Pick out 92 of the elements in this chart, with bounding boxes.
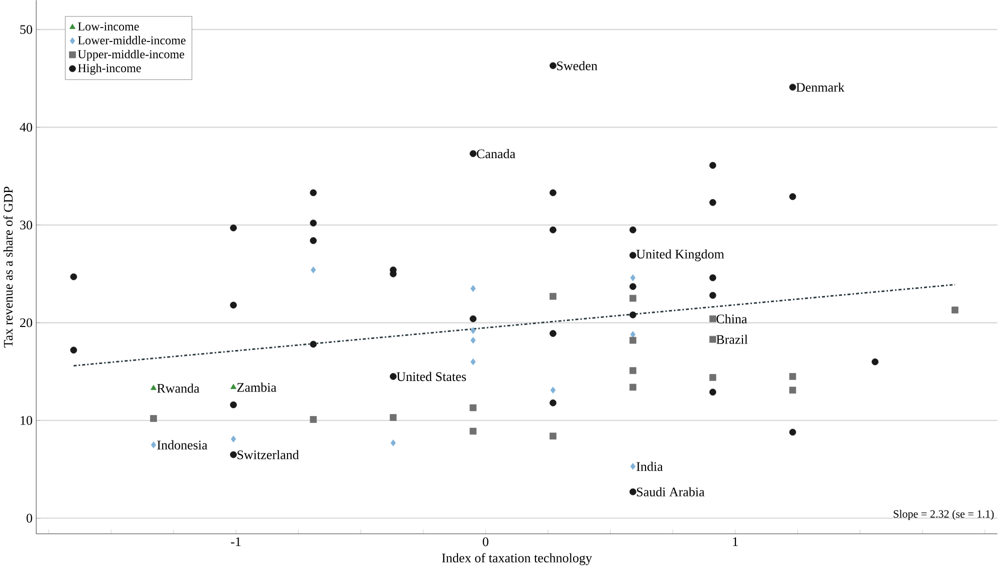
annotation: India bbox=[636, 462, 663, 471]
point bbox=[629, 252, 636, 258]
point bbox=[390, 414, 397, 421]
point bbox=[789, 386, 796, 394]
annotation: Rwanda bbox=[157, 383, 200, 393]
y-tick-label: 20 bbox=[20, 318, 32, 327]
point bbox=[629, 366, 636, 374]
y-tick-label: 40 bbox=[20, 122, 32, 132]
annotation: Slope = 2.32 (se = 1.1) bbox=[894, 510, 994, 520]
annotation: Zambia bbox=[237, 382, 276, 392]
point bbox=[310, 266, 316, 274]
point bbox=[70, 346, 78, 354]
point bbox=[230, 435, 236, 442]
point bbox=[550, 292, 556, 300]
point bbox=[230, 224, 237, 232]
point bbox=[789, 193, 796, 200]
point bbox=[709, 292, 716, 299]
annotation: Sweden bbox=[557, 60, 598, 70]
point bbox=[310, 219, 317, 226]
point bbox=[789, 428, 796, 436]
point bbox=[709, 336, 716, 343]
annotation: Denmark bbox=[796, 82, 844, 92]
legend-label: Lower-middle-income bbox=[78, 36, 186, 44]
point bbox=[789, 84, 796, 90]
annotation: United Kingdom bbox=[636, 249, 724, 262]
point bbox=[470, 326, 476, 334]
point bbox=[310, 416, 317, 423]
point bbox=[150, 414, 157, 422]
legend-label: Upper-middle-income bbox=[78, 50, 184, 61]
point bbox=[310, 340, 317, 348]
y-tick-label: 10 bbox=[20, 416, 32, 425]
point bbox=[629, 336, 636, 344]
point bbox=[872, 358, 878, 366]
x-tick-label: -1 bbox=[230, 537, 241, 546]
annotation: Switzerland bbox=[238, 450, 299, 460]
point bbox=[709, 162, 716, 169]
y-tick-label: 50 bbox=[20, 24, 32, 34]
point bbox=[709, 198, 716, 206]
point bbox=[470, 315, 477, 322]
y-tick-label: 30 bbox=[20, 220, 32, 230]
point bbox=[709, 374, 716, 381]
point bbox=[470, 284, 476, 292]
point bbox=[550, 330, 556, 337]
point bbox=[550, 189, 556, 196]
point bbox=[952, 306, 958, 314]
legend-label: Low-income bbox=[78, 22, 139, 30]
legend-label: High-income bbox=[78, 64, 141, 74]
point bbox=[709, 315, 716, 322]
annotation: Indonesia bbox=[157, 440, 208, 450]
point bbox=[630, 462, 636, 470]
point bbox=[550, 62, 556, 69]
point bbox=[630, 274, 636, 281]
annotation: China bbox=[716, 314, 748, 324]
x-tick-label: 1 bbox=[733, 537, 738, 546]
y-tick-label: 0 bbox=[26, 514, 32, 522]
point bbox=[390, 372, 397, 380]
y-axis-title: Tax revenue as a share of GDP bbox=[3, 186, 13, 348]
annotation: Brazil bbox=[716, 334, 748, 344]
point bbox=[230, 401, 237, 408]
point bbox=[709, 274, 716, 281]
point bbox=[470, 358, 476, 366]
point bbox=[470, 150, 477, 157]
point bbox=[629, 226, 636, 234]
point bbox=[550, 226, 556, 234]
point bbox=[230, 384, 236, 389]
point bbox=[629, 294, 636, 302]
point bbox=[310, 189, 317, 196]
point bbox=[390, 439, 396, 446]
point bbox=[230, 451, 237, 458]
annotation: Canada bbox=[476, 148, 516, 158]
point bbox=[70, 273, 78, 280]
point bbox=[310, 236, 317, 244]
point bbox=[470, 336, 476, 344]
point bbox=[150, 441, 156, 448]
point bbox=[230, 301, 237, 308]
point bbox=[709, 388, 716, 396]
point bbox=[629, 282, 636, 290]
point bbox=[550, 399, 556, 406]
point bbox=[629, 384, 636, 390]
point bbox=[470, 404, 477, 411]
point bbox=[550, 432, 556, 440]
point bbox=[789, 372, 796, 380]
x-tick-label: 0 bbox=[482, 537, 488, 546]
point bbox=[630, 330, 636, 338]
point bbox=[470, 428, 477, 434]
point bbox=[629, 488, 636, 495]
point bbox=[550, 386, 556, 394]
point bbox=[150, 384, 157, 390]
annotation: Saudi Arabia bbox=[636, 486, 704, 496]
x-axis-title: Index of taxation technology bbox=[442, 552, 592, 565]
annotation: United States bbox=[396, 372, 466, 381]
point bbox=[629, 311, 636, 318]
